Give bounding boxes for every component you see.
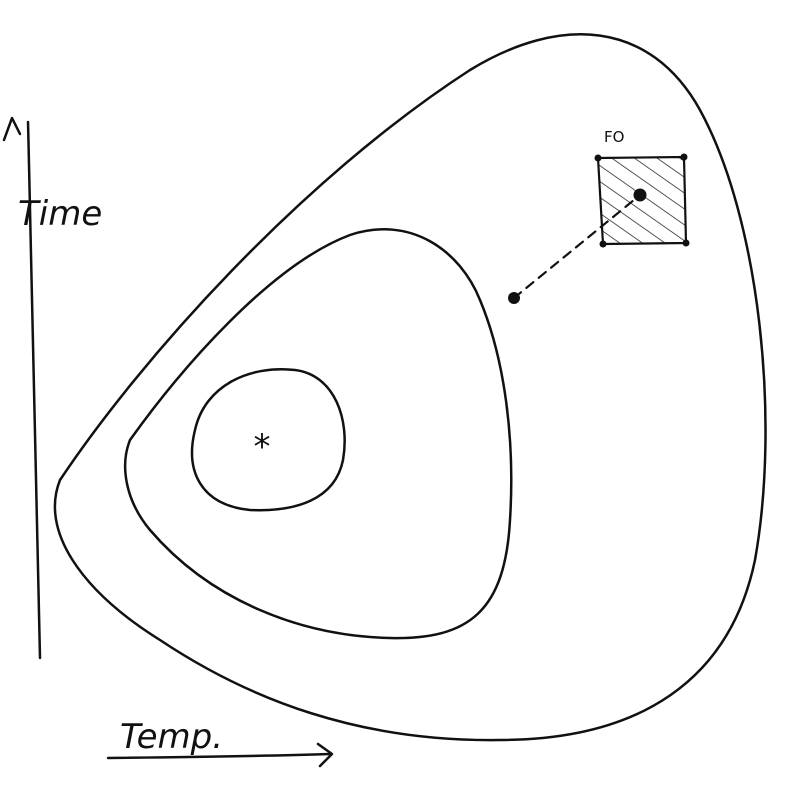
x-axis — [106, 742, 334, 768]
path-to-fo — [512, 193, 642, 300]
y-axis — [2, 116, 42, 660]
fo-corner-point — [594, 154, 602, 162]
outer-contour — [53, 33, 767, 742]
y-axis-label: Time — [18, 194, 102, 234]
inner-contour — [190, 368, 346, 512]
fo-region — [594, 153, 690, 248]
x-axis-label: Temp. — [120, 717, 223, 757]
fo-corner-point — [682, 239, 690, 247]
fo-label: FO — [604, 128, 624, 146]
middle-contour — [124, 228, 513, 640]
fo-corner-point — [599, 240, 607, 248]
fo-corner-point — [680, 153, 688, 161]
optimum-marker: * — [254, 427, 271, 467]
start-point — [508, 292, 520, 304]
